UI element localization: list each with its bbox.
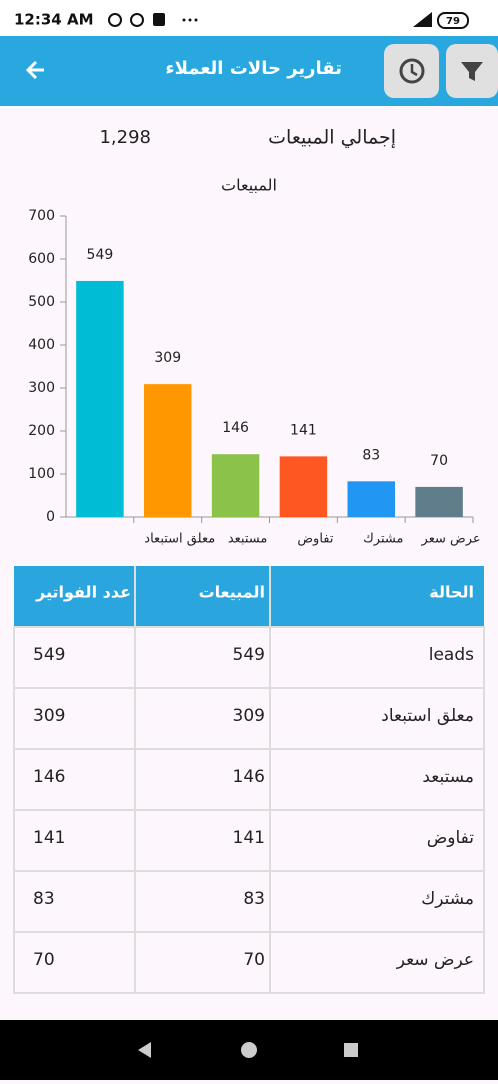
table-cell: 549	[233, 645, 265, 665]
column-header: المبيعات	[199, 583, 265, 602]
table-cell: 70	[33, 950, 55, 970]
y-tick-label: 300	[28, 380, 55, 396]
table-cell: 83	[33, 889, 55, 909]
table-cell: 309	[33, 706, 65, 726]
x-tick-label: مستبعد	[228, 532, 268, 547]
table-row	[13, 687, 485, 750]
nav-back[interactable]	[138, 1042, 151, 1058]
status-bar	[0, 0, 498, 36]
data-label: 146	[222, 420, 249, 436]
y-tick-label: 100	[28, 466, 55, 482]
y-tick-label: 0	[46, 509, 55, 525]
table-row	[13, 626, 485, 689]
bar	[347, 481, 395, 517]
bar	[415, 486, 463, 517]
bar	[76, 280, 124, 517]
table-cell: تفاوض	[427, 828, 475, 848]
status-icons	[108, 12, 432, 27]
x-tick-label: عرض سعر	[421, 532, 481, 547]
table-cell: 141	[233, 828, 265, 848]
table-row	[13, 809, 485, 872]
bar	[144, 384, 192, 517]
data-label: 83	[362, 447, 380, 463]
nav-recent[interactable]	[344, 1043, 358, 1057]
data-label: 309	[154, 350, 181, 366]
table-cell: 83	[243, 889, 265, 909]
table-cell: 549	[33, 645, 65, 665]
summary-value: 1,298	[99, 127, 151, 148]
app-title: تقارير حالات العملاء	[165, 58, 342, 79]
table-cell: معلق استبعاد	[381, 706, 474, 726]
table-cell: عرض سعر	[396, 950, 474, 970]
table-header	[14, 566, 484, 627]
y-tick-label: 200	[28, 423, 55, 439]
summary-label: إجمالي المبيعات	[268, 127, 396, 150]
table-cell: leads	[429, 645, 474, 665]
data-label: 70	[430, 453, 448, 469]
data-label: 141	[290, 422, 317, 438]
status-time: 12:34 AM	[14, 11, 94, 29]
table-row	[13, 748, 485, 811]
table-cell: 309	[233, 706, 265, 726]
table-row	[13, 931, 485, 994]
x-tick-label: مشترك	[363, 532, 403, 547]
y-tick-label: 400	[28, 337, 55, 353]
column-header: عدد الفواتير	[35, 583, 131, 602]
column-header: الحالة	[429, 583, 474, 602]
table-cell: 70	[243, 950, 265, 970]
table-row	[13, 870, 485, 933]
filter-icon	[461, 62, 483, 81]
nav-home[interactable]	[241, 1042, 257, 1058]
back-button[interactable]	[25, 60, 44, 80]
x-tick-label: معلق استبعاد	[144, 532, 215, 547]
bar	[211, 454, 260, 517]
battery-level: 79	[446, 16, 460, 27]
data-label: 549	[87, 247, 114, 263]
y-tick-label: 700	[28, 208, 55, 224]
table-cell: مستبعد	[422, 767, 474, 787]
x-tick-label: تفاوض	[297, 532, 334, 547]
table-cell: 146	[233, 767, 265, 787]
bar	[279, 456, 328, 517]
chart-title: المبيعات	[221, 176, 277, 195]
history-hand	[410, 64, 418, 77]
y-tick-label: 500	[28, 294, 55, 310]
y-tick-label: 600	[28, 251, 55, 267]
battery	[437, 12, 469, 29]
history-icon	[399, 58, 425, 84]
table-cell: 141	[33, 828, 65, 848]
table-cell: 146	[33, 767, 65, 787]
table-cell: مشترك	[421, 889, 474, 909]
